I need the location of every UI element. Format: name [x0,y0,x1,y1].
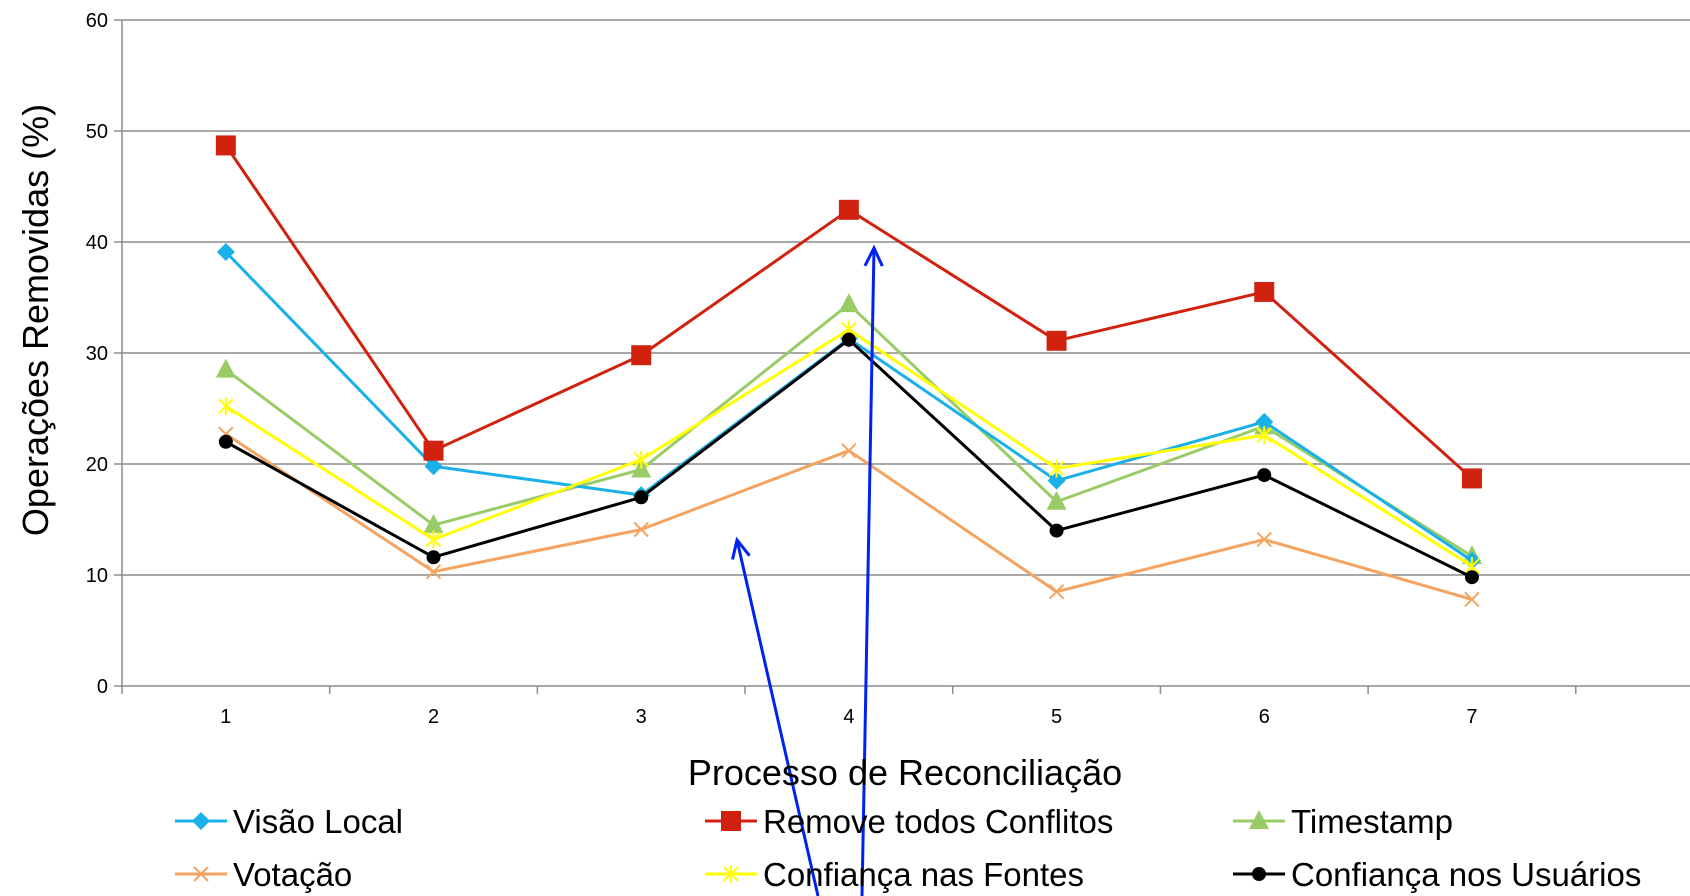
y-tick-label: 40 [86,232,108,254]
x-tick-label: 4 [843,706,854,728]
x-tick-label: 2 [428,706,439,728]
data-point-marker [193,866,209,882]
data-point-marker [1048,459,1065,478]
data-point-marker [218,434,233,449]
data-point-marker [1254,281,1275,302]
data-point-marker [426,550,441,565]
data-point-marker [838,199,859,220]
marker-stroke [841,442,857,459]
y-tick-label: 0 [97,676,108,698]
y-tick-label: 30 [86,343,108,365]
legend-item: Confiança nas Fontes [705,856,1084,893]
x-tick-label: 6 [1259,706,1270,728]
legend-label: Timestamp [1291,803,1453,840]
legend-label: Confiança nos Usuários [1291,856,1641,893]
marker-stroke [1048,583,1065,600]
data-point-marker [631,345,652,366]
data-point-marker [838,293,859,313]
data-point-marker [215,135,236,156]
data-point-marker [1046,490,1067,510]
data-point-marker [1256,531,1272,548]
legend-item: Visão Local [175,803,403,840]
legend-item: Votação [175,856,352,893]
series-confianca-nos-usuarios [218,332,1479,585]
legend-item: Timestamp [1233,803,1453,840]
data-point-marker [633,450,649,469]
legend-label: Remove todos Conflitos [763,803,1113,840]
marker-stroke [1464,591,1480,608]
marker-stroke [633,521,649,538]
x-tick-labels: 1 2 3 4 5 6 7 [220,706,1477,728]
data-point-marker [1047,471,1066,490]
data-point-marker [425,563,442,580]
axes [114,19,1690,694]
data-point-marker [841,332,856,347]
data-point-marker [423,514,444,534]
marker-stroke [1256,531,1272,548]
data-point-marker [216,242,235,261]
data-point-marker [192,812,210,830]
data-point-marker [1252,867,1266,881]
x-axis-title: Processo de Reconciliação [688,752,1122,793]
data-point-marker [1049,523,1064,538]
data-point-marker [1048,583,1065,600]
x-tick-label: 7 [1466,706,1477,728]
y-tick-label: 10 [86,565,108,587]
data-point-marker [1256,426,1272,445]
data-point-marker [1464,591,1480,608]
data-point-marker [218,397,234,416]
y-tick-label: 60 [86,10,108,32]
y-tick-labels: 0 10 20 30 40 50 60 [86,10,108,698]
x-tick-label: 3 [636,706,647,728]
data-point-marker [1255,412,1274,431]
grid-lines [122,19,1690,576]
marker-stroke [425,563,442,580]
data-point-marker [723,865,739,883]
data-point-marker [1249,810,1269,829]
y-tick-label: 50 [86,121,108,143]
legend-item: Remove todos Conflitos [705,803,1113,840]
arrowhead [731,536,751,560]
arrowhead [863,244,884,267]
data-point-marker [1461,468,1482,489]
data-point-marker [423,440,444,461]
legend: Visão Local Remove todos Conflitos Timesta… [175,803,1641,893]
data-point-marker [841,442,857,459]
y-tick-label: 20 [86,454,108,476]
data-point-marker [721,811,741,831]
data-point-marker [425,530,442,549]
legend-item: Confiança nos Usuários [1233,856,1641,893]
marker-stroke [193,866,209,882]
legend-label: Confiança nas Fontes [763,856,1084,893]
legend-label: Votação [233,856,352,893]
x-tick-label: 5 [1051,706,1062,728]
data-point-marker [1464,570,1479,585]
data-point-marker [1046,330,1067,351]
annotation-arrow [731,536,820,896]
y-axis-title: Operações Removidas (%) [15,104,56,536]
data-point-marker [424,457,443,476]
series-remove-todos-conflitos [215,135,1482,489]
annotation-arrow [860,244,884,896]
data-point-marker [633,521,649,538]
data-point-marker [215,358,236,378]
x-tick-label: 1 [220,706,231,728]
legend-label: Visão Local [233,803,403,840]
data-point-marker [1257,468,1272,483]
series-line [225,338,1473,579]
arrow-shaft [860,247,876,896]
series-group [215,135,1482,608]
arrow-shaft [735,539,820,896]
annotation-arrows [731,244,884,896]
series-votacao [218,426,1480,608]
series-line [225,328,1473,568]
data-point-marker [634,490,649,505]
series-confianca-nas-fontes [218,320,1480,576]
